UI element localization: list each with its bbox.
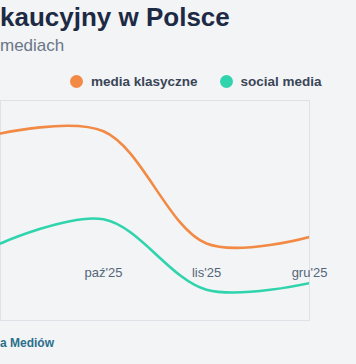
html-text:social media: social media [240,74,322,89]
svg-text:gru'25: gru'25 [292,265,328,280]
html-text:mediach: mediach [0,36,65,55]
html-text:kaucyjny w Polsce: kaucyjny w Polsce [0,2,230,32]
svg-text:lis'25: lis'25 [192,265,221,280]
svg-text:paź'25: paź'25 [85,265,123,280]
html-text:media klasyczne: media klasyczne [91,74,198,89]
html-text:a Mediów: a Mediów [0,336,54,350]
